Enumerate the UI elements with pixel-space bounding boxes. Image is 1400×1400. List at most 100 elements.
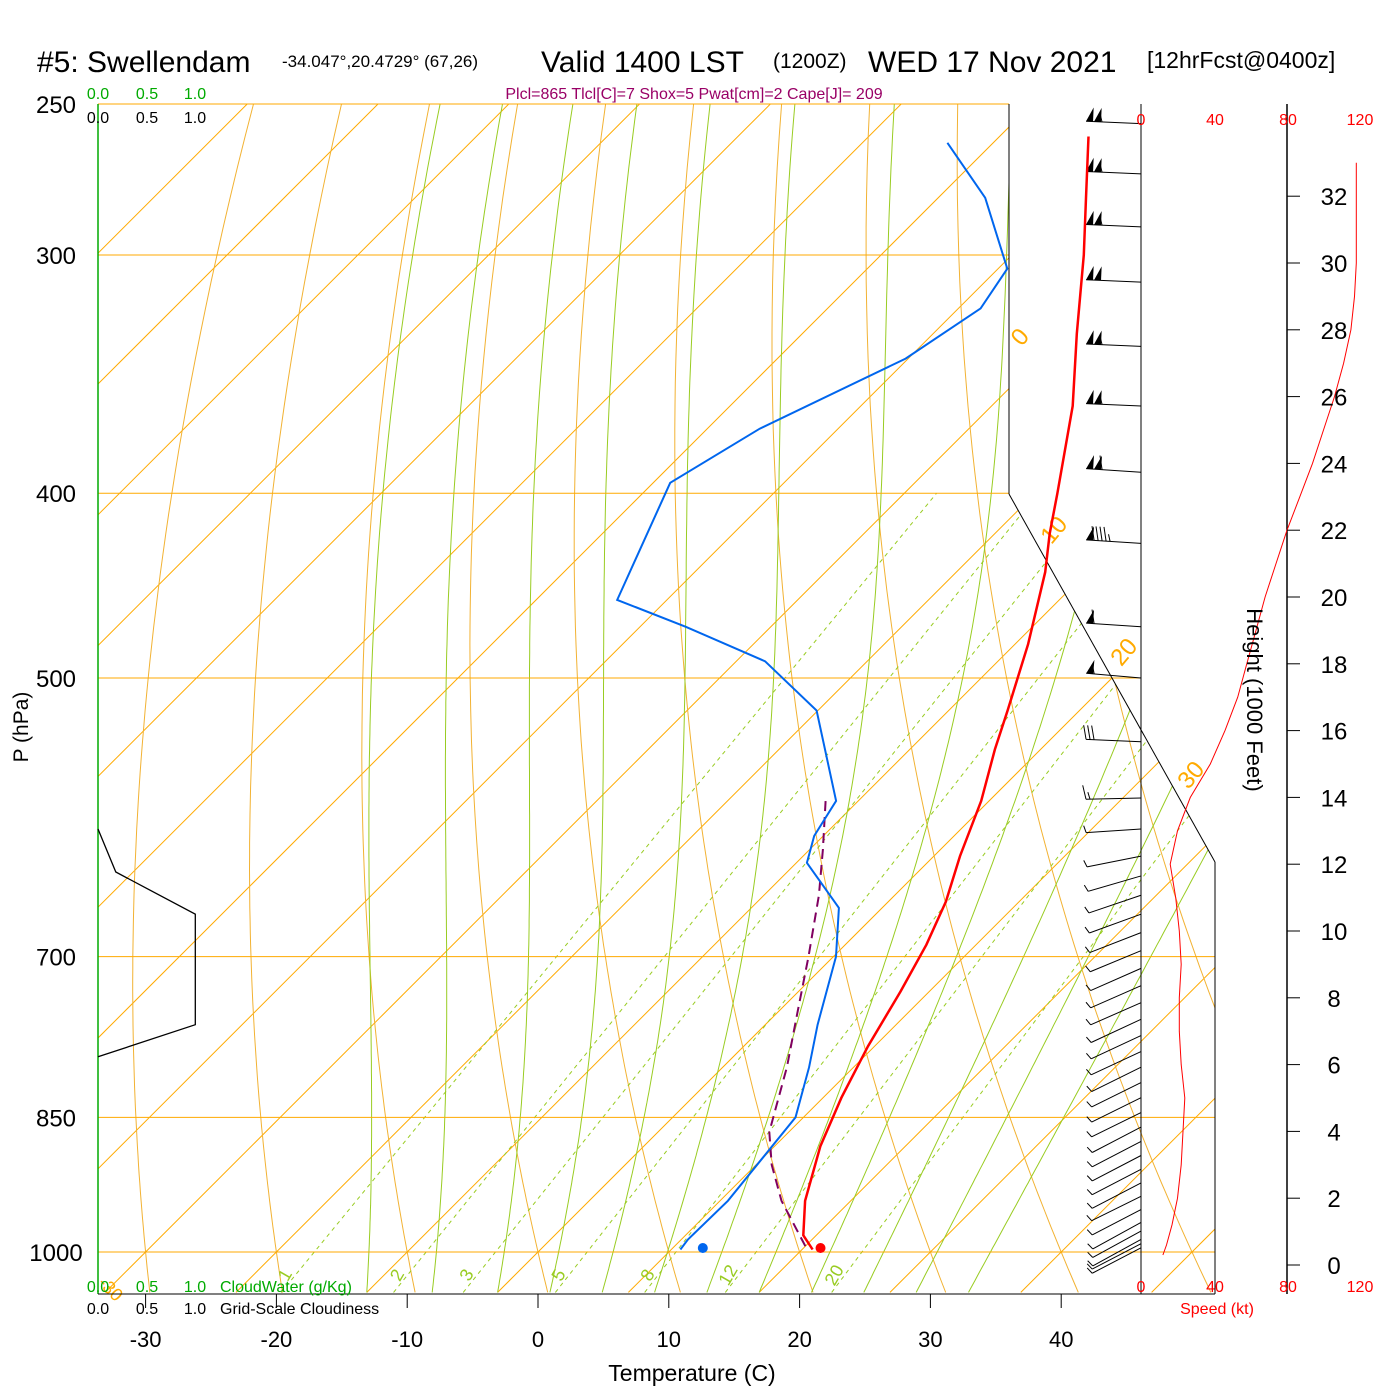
stability-indices: Plcl=865 Tlcl[C]=7 Shox=5 Pwat[cm]=2 Cap…: [505, 86, 882, 103]
wind-barb: [1086, 330, 1142, 347]
cloudiness-bottom-tick: 0.5: [136, 1301, 158, 1318]
barb-half-flag: [1084, 906, 1090, 914]
barb-shaft: [1090, 1051, 1142, 1076]
wind-barb: [1085, 950, 1142, 973]
speed-bottom-tick: 0: [1137, 1279, 1146, 1296]
height-tick-label: 12: [1321, 852, 1348, 879]
cloudwater-top-tick: 0.0: [87, 86, 109, 103]
dry-adiabat-line: [132, 104, 254, 1293]
wind-barb: [1082, 785, 1142, 800]
wind-barb: [1083, 855, 1142, 868]
barb-shaft: [1088, 875, 1142, 892]
barb-half-flag: [1085, 1018, 1092, 1026]
wind-barb: [1085, 985, 1142, 1009]
wind-barb: [1086, 1082, 1142, 1108]
barb-pennant: [1094, 266, 1102, 281]
moist-adiabat-line: [497, 104, 574, 1293]
wind-barb: [1086, 1209, 1142, 1236]
wind-barb: [1086, 609, 1142, 628]
wind-barb: [1086, 1066, 1142, 1092]
height-tick-label: 6: [1327, 1053, 1340, 1080]
isotherm-line: [98, 104, 1180, 1293]
isotherm-line: [1151, 104, 1215, 1293]
barb-pennant: [1094, 158, 1102, 173]
barb-half-flag: [1086, 1131, 1093, 1138]
barb-half-flag: [1086, 1068, 1092, 1076]
isotherm-line: [758, 104, 1215, 1293]
barb-shaft: [1086, 622, 1142, 628]
barb-shaft: [1089, 913, 1142, 934]
dry-adiabat-line: [248, 104, 342, 1293]
mixing-ratio-line: [554, 492, 1185, 1293]
barb-shaft: [1090, 967, 1142, 991]
temperature-tick-label: 20: [787, 1327, 811, 1352]
barb-flag: [1095, 526, 1099, 541]
barb-pennant: [1086, 455, 1095, 470]
barb-half-flag: [1087, 1243, 1094, 1250]
barb-pennant: [1086, 609, 1095, 624]
barb-half-flag: [1086, 1146, 1093, 1153]
barb-shaft: [1086, 539, 1142, 544]
cloudwater-label: CloudWater (g/Kg): [220, 1279, 352, 1296]
barb-shaft: [1086, 738, 1142, 743]
cloudiness-top-tick: 1.0: [184, 110, 206, 127]
temperature-tick-label: 40: [1049, 1327, 1073, 1352]
barb-shaft: [1089, 932, 1142, 954]
wind-barb: [1086, 1097, 1142, 1123]
valid-date: WED 17 Nov 2021: [868, 46, 1116, 79]
temperature-tick-label: 10: [657, 1327, 681, 1352]
temperature-tick-label: -20: [261, 1327, 293, 1352]
wind-barb: [1086, 1182, 1142, 1209]
moist-adiabat-line: [915, 104, 1215, 1293]
barb-shaft: [1091, 1112, 1142, 1138]
wind-barb: [1087, 1239, 1142, 1267]
dewpoint-line: [615, 142, 1009, 1251]
isotherm-line: [366, 104, 1215, 1293]
wind-barb: [1085, 967, 1142, 991]
barb-flag: [1091, 526, 1095, 541]
temperature-tick-label: -10: [391, 1327, 423, 1352]
mixing-ratio-line: [280, 492, 937, 1293]
isotherm-line: [628, 104, 1215, 1293]
isotherm-line: [889, 104, 1215, 1293]
dry-adiabat-label: 20: [1105, 633, 1143, 671]
barb-shaft: [1090, 1035, 1142, 1060]
height-tick-label: 18: [1321, 652, 1348, 679]
wind-barb: [1086, 1018, 1142, 1043]
mixing-ratio-line: [831, 492, 1215, 1293]
barb-shaft: [1091, 1247, 1142, 1274]
zulu-time: (1200Z): [773, 50, 847, 73]
barb-pennant: [1086, 107, 1094, 122]
wind-barb: [1086, 1140, 1142, 1168]
cloudwater-bottom-tick: 0.0: [87, 1279, 109, 1296]
moist-adiabat-line: [431, 104, 503, 1293]
height-tick-label: 20: [1321, 585, 1348, 612]
cloudwater-bottom-tick: 1.0: [184, 1279, 206, 1296]
barb-half-flag: [1086, 1267, 1093, 1274]
barb-flag: [1083, 725, 1087, 740]
barb-shaft: [1086, 279, 1142, 283]
barb-shaft: [1088, 894, 1142, 914]
barb-half-flag: [1087, 1251, 1094, 1258]
barb-shaft: [1086, 672, 1142, 679]
wind-barb: [1086, 526, 1142, 544]
barb-shaft: [1091, 1182, 1142, 1209]
height-tick-label: 30: [1321, 251, 1348, 278]
wind-barb: [1086, 1112, 1142, 1138]
wind-barb: [1086, 157, 1142, 175]
isotherm-line: [98, 104, 788, 1293]
dry-adiabat-lines: [132, 104, 1215, 1293]
wind-barbs: [1082, 107, 1142, 1274]
barb-half-flag: [1087, 792, 1091, 800]
cloudiness-profile: [97, 828, 196, 1058]
barb-shaft: [1086, 828, 1142, 834]
pressure-tick-label: 400: [36, 481, 76, 508]
barb-shaft: [1089, 950, 1142, 973]
wind-barb: [1087, 1230, 1142, 1258]
barb-flag: [1099, 455, 1103, 470]
wind-barb: [1086, 107, 1142, 125]
moist-adiabat-line: [549, 104, 638, 1293]
wind-barb: [1086, 1247, 1142, 1274]
mixing-ratio-label: 5: [547, 1266, 569, 1285]
